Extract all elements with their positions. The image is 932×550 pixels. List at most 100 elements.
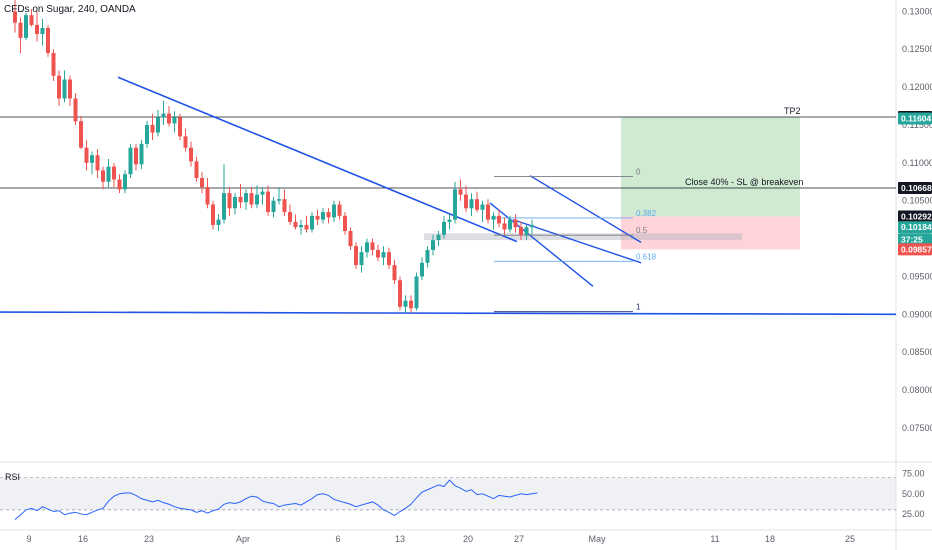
candle-body [464, 194, 468, 209]
candle-body [453, 189, 457, 220]
candle-body [282, 199, 287, 213]
candle-body [29, 15, 34, 25]
time-tick-label: Apr [236, 534, 250, 544]
candle-body [200, 177, 204, 188]
price-tick-label: 0.08500 [902, 347, 932, 357]
candle-body [123, 174, 127, 190]
time-tick-label: 23 [144, 534, 154, 544]
candle-body [244, 193, 248, 203]
fib-level-label: 1 [636, 303, 641, 312]
candle-body [513, 219, 518, 228]
candle-body [359, 252, 364, 266]
candle-body [326, 212, 331, 218]
candle-body [260, 191, 265, 195]
tp2-label: TP2 [784, 106, 801, 116]
candle-body [106, 166, 111, 182]
candle-body [315, 215, 320, 220]
time-tick-label: 13 [395, 534, 405, 544]
candle-body [227, 193, 232, 209]
candle-body [519, 227, 523, 235]
candle-body [51, 53, 56, 76]
symbol-label: CFDs on Sugar, 240, OANDA [4, 4, 136, 15]
candle-body [392, 265, 397, 281]
candle-body [299, 224, 303, 228]
candle-body [365, 242, 369, 253]
candle-body [524, 227, 529, 235]
time-tick-label: 11 [710, 534, 719, 544]
price-badge-label: 0.10668 [901, 183, 932, 193]
candle-body [387, 252, 391, 266]
candle-body [167, 113, 171, 124]
candle-body [57, 75, 61, 99]
time-tick-label: 9 [26, 534, 31, 544]
time-tick-label: 25 [845, 534, 855, 544]
downtrend-line [117, 76, 518, 243]
candle-body [161, 113, 166, 118]
price-badge [898, 221, 932, 234]
candle-body [73, 98, 78, 122]
rsi-tick-label: 75.00 [902, 469, 925, 479]
candle-body [304, 224, 309, 230]
price-tick-label: 0.12500 [902, 44, 932, 54]
candle-body [238, 196, 243, 203]
fib-level-label: 0.618 [636, 252, 657, 261]
candle-body [189, 147, 193, 162]
time-tick-label: 18 [765, 534, 775, 544]
price-tick-label: 0.11000 [902, 158, 932, 168]
candle-body [95, 155, 100, 171]
candle-body [134, 147, 138, 165]
channel-upper-line [489, 202, 594, 287]
price-tick-label: 0.11500 [902, 120, 932, 130]
price-badge [898, 112, 932, 125]
price-badge-label: 0.10184 [901, 222, 932, 232]
candle-body [90, 155, 94, 163]
candle-body [139, 143, 144, 165]
candle-body [398, 280, 402, 307]
price-tick-label: 0.09000 [902, 309, 932, 319]
candle-body [370, 242, 375, 250]
candle-body [475, 199, 479, 210]
price-tick-label: 0.07500 [902, 423, 932, 433]
candle-body [442, 221, 446, 235]
time-tick-label: 20 [463, 534, 473, 544]
candle-body [343, 215, 347, 231]
candle-body [271, 200, 276, 213]
candle-body [321, 212, 325, 220]
candle-body [112, 166, 116, 180]
price-badge [898, 233, 932, 246]
channel-lower-line [512, 218, 642, 264]
candle-body [486, 204, 490, 220]
candle-body [150, 124, 155, 133]
candle-body [24, 15, 28, 38]
rsi-band [0, 477, 896, 510]
price-tick-label: 0.10500 [902, 196, 932, 206]
candle-body [436, 234, 441, 241]
candle-body [156, 117, 160, 133]
support-trendline [0, 311, 897, 316]
rsi-tick-label: 50.00 [902, 489, 925, 499]
fib-level-label: 0.5 [636, 226, 648, 235]
candle-body [222, 193, 226, 220]
candle-body [530, 224, 534, 228]
candle-body [502, 223, 507, 230]
candle-body [172, 117, 177, 124]
price-badge-label: 0.11604 [901, 114, 932, 124]
fib-level-label: 0.382 [636, 209, 657, 218]
candle-body [216, 219, 221, 225]
candle-body [46, 28, 50, 54]
candle-body [84, 147, 89, 163]
candle-body [354, 246, 358, 266]
candle-body [288, 212, 292, 222]
rsi-line [14, 479, 538, 520]
candle-body [255, 194, 259, 205]
price-badge-label: 0.10292 [901, 211, 932, 221]
candle-body [128, 147, 133, 175]
candle-body [425, 249, 430, 263]
candle-body [117, 179, 122, 190]
candle-body [13, 11, 17, 23]
candle-body [277, 199, 281, 201]
candle-body [233, 196, 237, 209]
candle-body [145, 124, 149, 144]
